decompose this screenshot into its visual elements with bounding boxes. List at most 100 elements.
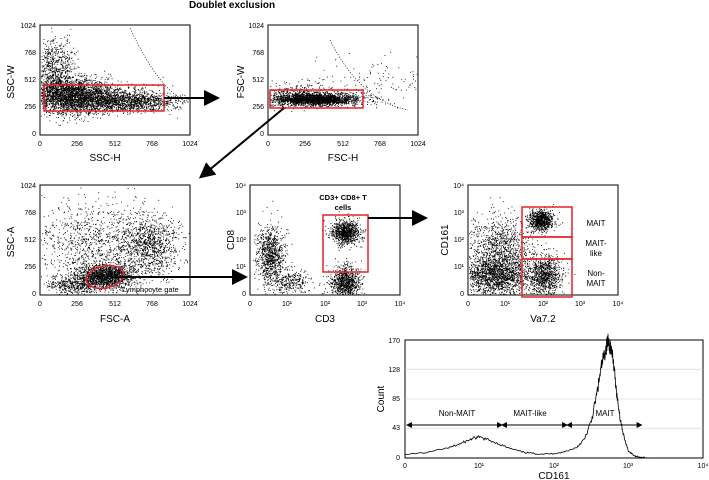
boundary-curve — [329, 39, 409, 111]
scatter-cloud — [517, 242, 576, 295]
p2-xtick: 768 — [374, 141, 386, 148]
panel-ssc-a-vs-fsc-a: Lymphocyte gate 1024 768 512 256 0 0 256… — [6, 183, 198, 325]
p1-ylabel: SSC-W — [6, 65, 17, 99]
scatter-cloud — [269, 78, 363, 112]
scatter-cloud — [321, 258, 366, 295]
p1-xtick: 512 — [109, 141, 121, 148]
p5-scatter-points — [469, 197, 576, 295]
p5-xtick: 0 — [466, 301, 470, 308]
hist-yticks: 170 128 85 43 0 — [388, 338, 400, 462]
p1-frame — [39, 24, 191, 136]
scatter-cloud — [469, 244, 561, 295]
p1-xtick: 0 — [38, 141, 42, 148]
panel-cd161-vs-va72: MAIT MAIT- like Non- MAIT 10⁴ 10³ 10² 10… — [440, 183, 623, 325]
arrow-p2-to-p3 — [198, 107, 285, 179]
figure-title: Doublet exclusion — [189, 0, 275, 11]
hist-region-mait: MAIT — [595, 409, 614, 418]
panel-fsc-w-vs-fsc-h: 1024 768 512 256 0 0 256 512 768 1024 FS… — [236, 23, 426, 164]
p2-ytick: 0 — [260, 131, 264, 138]
scatter-cloud — [521, 204, 563, 237]
scatter-cloud — [469, 197, 551, 290]
p3-xtick: 256 — [71, 301, 83, 308]
p5-ylabel: CD161 — [440, 224, 451, 256]
p2-frame — [267, 24, 419, 136]
scatter-cloud — [41, 27, 85, 124]
p4-xlabel: CD3 — [315, 314, 335, 325]
p3-xlabel: FSC-A — [100, 314, 130, 325]
p4-ytick: 0 — [242, 291, 246, 298]
hist-xtick: 10¹ — [474, 463, 485, 470]
p2-ylabel: FSC-W — [236, 65, 247, 98]
p3-ytick: 768 — [24, 210, 36, 217]
p5-xtick: 10² — [538, 301, 549, 308]
p3-yticks: 1024 768 512 256 0 — [20, 183, 36, 298]
p1-xticks: 0 256 512 768 1024 — [38, 141, 198, 148]
p3-ylabel: SSC-A — [6, 226, 17, 257]
hist-gridlines — [405, 368, 703, 429]
panel-ssc-w-vs-ssc-h: 1024 768 512 256 0 0 256 512 768 1024 SS… — [6, 23, 198, 164]
scatter-cloud — [42, 76, 186, 119]
scatter-cloud — [253, 200, 293, 295]
hist-curve — [404, 333, 651, 459]
p4-cd3-cd8-gate — [322, 214, 369, 273]
p2-ytick: 1024 — [248, 23, 264, 30]
p4-frame — [249, 184, 401, 296]
p3-scatter-points — [41, 187, 190, 295]
p4-ylabel: CD8 — [226, 230, 237, 250]
hist-ylabel: Count — [376, 385, 387, 412]
p2-xtick: 0 — [266, 141, 270, 148]
p5-gate-non-mait-1: Non- — [587, 269, 605, 278]
p3-xtick: 512 — [109, 301, 121, 308]
p5-ytick: 10² — [454, 237, 465, 244]
p2-ytick: 768 — [252, 50, 264, 57]
p5-gate-mait-like-2: like — [590, 249, 603, 258]
hist-xtick: 10² — [549, 463, 560, 470]
scatter-cloud — [100, 196, 190, 291]
p5-ytick: 10³ — [454, 210, 465, 217]
p3-lymphocyte-gate — [85, 264, 125, 290]
p5-yticks: 10⁴ 10³ 10² 10¹ 0 — [453, 183, 464, 298]
p4-xtick: 10⁴ — [395, 301, 406, 308]
p5-gate-mait-like-1: MAIT- — [585, 239, 607, 248]
p2-xtick: 256 — [299, 141, 311, 148]
p1-ytick: 256 — [24, 104, 36, 111]
p1-ytick: 768 — [24, 50, 36, 57]
p4-ytick: 10² — [236, 237, 247, 244]
p1-ytick: 512 — [24, 77, 36, 84]
p4-ytick: 10¹ — [236, 264, 247, 271]
hist-ytick: 170 — [388, 338, 400, 345]
p4-ytick: 10³ — [236, 210, 247, 217]
scatter-cloud — [322, 211, 367, 251]
p4-yticks: 10⁴ 10³ 10² 10¹ 0 — [235, 183, 246, 298]
hist-region-mait-like: MAIT-like — [513, 409, 547, 418]
p1-ytick: 0 — [32, 131, 36, 138]
scatter-cloud — [41, 58, 157, 126]
p5-xtick: 10³ — [575, 301, 586, 308]
p3-xticks: 0 256 512 768 1024 — [38, 301, 198, 308]
p4-gate-label-line2: cells — [335, 203, 352, 212]
scatter-cloud — [62, 256, 162, 294]
p3-ytick: 1024 — [20, 183, 36, 190]
hist-ytick: 85 — [392, 396, 400, 403]
p4-xtick: 10³ — [357, 301, 368, 308]
p2-ytick: 512 — [252, 77, 264, 84]
p2-xlabel: FSC-H — [328, 153, 359, 164]
p1-xtick: 256 — [71, 141, 83, 148]
p2-xtick: 1024 — [410, 141, 426, 148]
p3-gate-label: Lymphocyte gate — [122, 285, 179, 294]
p4-xtick: 10² — [320, 301, 331, 308]
p5-non-mait-gate — [521, 258, 573, 298]
p3-ytick: 0 — [32, 291, 36, 298]
panel-cd8-vs-cd3: CD3+ CD8+ T cells 10⁴ 10³ 10² 10¹ 0 0 10… — [226, 183, 405, 325]
scatter-cloud — [264, 265, 321, 294]
p4-xtick: 0 — [248, 301, 252, 308]
p3-frame — [39, 184, 191, 296]
p4-scatter-points — [253, 200, 367, 295]
p3-xtick: 768 — [146, 301, 158, 308]
hist-ytick: 0 — [396, 455, 400, 462]
p5-xtick: 10¹ — [500, 301, 511, 308]
p3-xtick: 1024 — [182, 301, 198, 308]
p1-xlabel: SSC-H — [89, 153, 120, 164]
p1-yticks: 1024 768 512 256 0 — [20, 23, 36, 138]
scatter-cloud — [84, 90, 189, 113]
